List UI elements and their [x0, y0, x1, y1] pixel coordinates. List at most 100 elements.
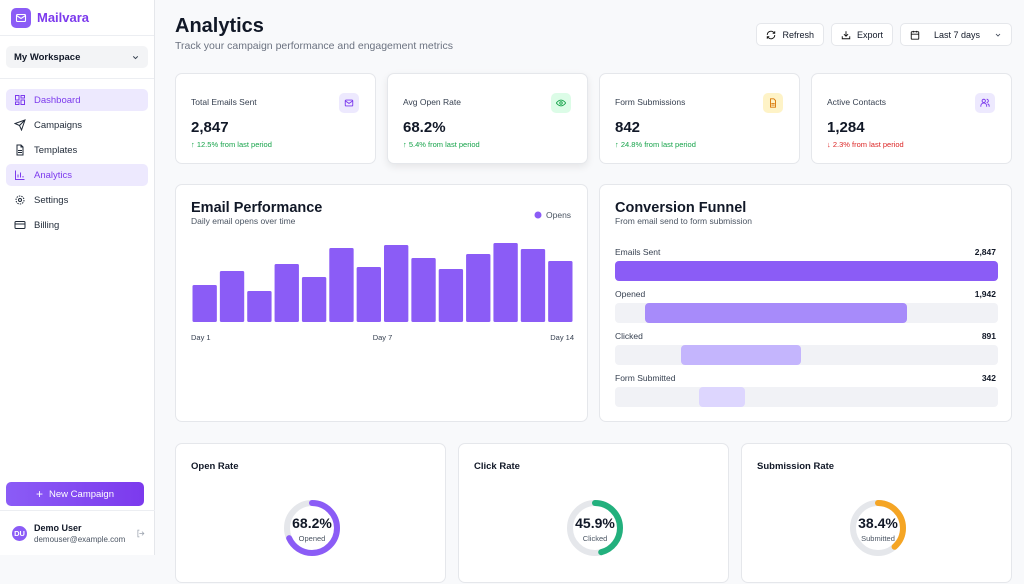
rate-card: Click Rate 45.9% Clicked — [458, 443, 729, 583]
stage-track — [615, 345, 998, 365]
bar — [520, 249, 546, 322]
donut-value: 68.2% — [292, 515, 332, 531]
stage-bar — [615, 261, 998, 281]
donut-caption: Submitted — [861, 534, 895, 543]
new-campaign-button[interactable]: + New Campaign — [6, 482, 144, 506]
stat-card: Total Emails Sent 2,847 ↑ 12.5% from las… — [175, 73, 376, 164]
stat-card: Form Submissions 842 ↑ 24.8% from last p… — [599, 73, 800, 164]
rate-card: Open Rate 68.2% Opened — [175, 443, 446, 583]
button-label: New Campaign — [49, 488, 114, 500]
card-subtitle: From email send to form submission — [615, 216, 752, 226]
stage-name: Opened — [615, 289, 646, 299]
stat-change: ↓ 2.3% from last period — [827, 140, 904, 149]
nav-item[interactable]: Templates — [6, 139, 148, 161]
button-label: Refresh — [782, 29, 814, 40]
nav-item[interactable]: Billing — [6, 214, 148, 236]
x-tick-label: Day 1 — [191, 333, 211, 342]
bar — [466, 254, 491, 322]
logo — [11, 7, 31, 28]
donut: 45.9% Clicked — [567, 500, 623, 556]
donut-value: 45.9% — [575, 515, 615, 531]
button-label: Last 7 days — [933, 29, 981, 40]
stage-bar — [680, 345, 801, 365]
workspace-select[interactable]: My Workspace — [6, 46, 148, 68]
donut-arc — [850, 500, 906, 556]
stat-value: 1,284 — [827, 119, 865, 136]
card-subtitle: Daily email opens over time — [191, 216, 296, 226]
bar — [219, 271, 245, 322]
workspace-name: My Workspace — [14, 51, 81, 63]
nav-label: Templates — [34, 144, 78, 156]
bar — [301, 277, 327, 322]
page-title: Analytics — [175, 15, 264, 37]
nav: Dashboard Campaigns Templates Analytics … — [0, 79, 154, 236]
export-button[interactable]: Export — [830, 23, 893, 46]
stage-name: Form Submitted — [615, 373, 676, 383]
nav-item[interactable]: Settings — [6, 189, 148, 211]
bar — [411, 258, 436, 322]
user-email: demouser@example.com — [34, 534, 126, 544]
bar — [384, 245, 409, 322]
brand-name: Mailvara — [37, 10, 90, 25]
bar — [192, 285, 217, 322]
stage-bar — [699, 387, 746, 407]
stage-value: 891 — [981, 331, 996, 341]
refresh-button[interactable]: Refresh — [756, 23, 824, 46]
nav-label: Analytics — [34, 169, 73, 181]
bar — [356, 267, 381, 322]
donut-caption: Opened — [299, 534, 326, 543]
nav-label: Billing — [34, 219, 60, 231]
donut-caption: Clicked — [583, 534, 608, 543]
legend-label: Opens — [546, 210, 571, 220]
nav-label: Settings — [34, 194, 69, 206]
card-title: Conversion Funnel — [615, 200, 747, 216]
card-title: Click Rate — [474, 461, 520, 472]
sidebar: Mailvara My Workspace Dashboard Campaign… — [0, 0, 155, 555]
rate-card: Submission Rate 38.4% Submitted — [741, 443, 1012, 583]
user-name: Demo User — [34, 522, 82, 533]
stat-label: Form Submissions — [615, 97, 686, 107]
card-title: Submission Rate — [757, 461, 835, 472]
stat-value: 2,847 — [191, 119, 229, 136]
stage-name: Emails Sent — [615, 247, 661, 257]
donut: 68.2% Opened — [284, 500, 340, 556]
card-title: Email Performance — [191, 200, 323, 216]
nav-item[interactable]: Analytics — [6, 164, 148, 186]
conversion-funnel-card: Conversion Funnel From email send to for… — [599, 184, 1012, 422]
stat-change: ↑ 24.8% from last period — [615, 140, 696, 149]
page-subtitle: Track your campaign performance and enga… — [175, 40, 453, 52]
bar — [329, 248, 354, 322]
legend-swatch — [534, 211, 542, 219]
nav-item[interactable]: Dashboard — [6, 89, 148, 111]
bar — [438, 269, 464, 322]
stage-name: Clicked — [615, 331, 643, 341]
nav-label: Campaigns — [34, 119, 83, 131]
bar — [274, 264, 299, 322]
stat-card: Active Contacts 1,284 ↓ 2.3% from last p… — [811, 73, 1012, 164]
avatar: DU — [12, 525, 27, 541]
stage-track — [615, 387, 998, 407]
stage-bar — [645, 303, 907, 323]
email-performance-card: Email Performance Daily email opens over… — [175, 184, 588, 422]
nav-label: Dashboard — [34, 94, 81, 106]
bar — [247, 291, 272, 322]
stat-label: Active Contacts — [827, 97, 887, 107]
stage-value: 1,942 — [974, 289, 996, 299]
donut-arc — [284, 500, 340, 556]
brand[interactable]: Mailvara — [0, 0, 154, 36]
donut-value: 38.4% — [858, 515, 898, 531]
bar — [493, 243, 518, 322]
nav-item[interactable]: Campaigns — [6, 114, 148, 136]
stat-label: Avg Open Rate — [403, 97, 461, 107]
user-profile[interactable]: DU Demo User demouser@example.com — [0, 510, 155, 555]
x-tick-label: Day 14 — [550, 333, 574, 342]
button-label: Export — [856, 29, 883, 40]
card-title: Open Rate — [191, 461, 239, 472]
stat-label: Total Emails Sent — [191, 97, 257, 107]
stage-value: 2,847 — [974, 247, 996, 257]
stat-change: ↑ 5.4% from last period — [403, 140, 480, 149]
bar — [548, 261, 573, 322]
date-range-select[interactable]: Last 7 days — [900, 23, 1012, 46]
